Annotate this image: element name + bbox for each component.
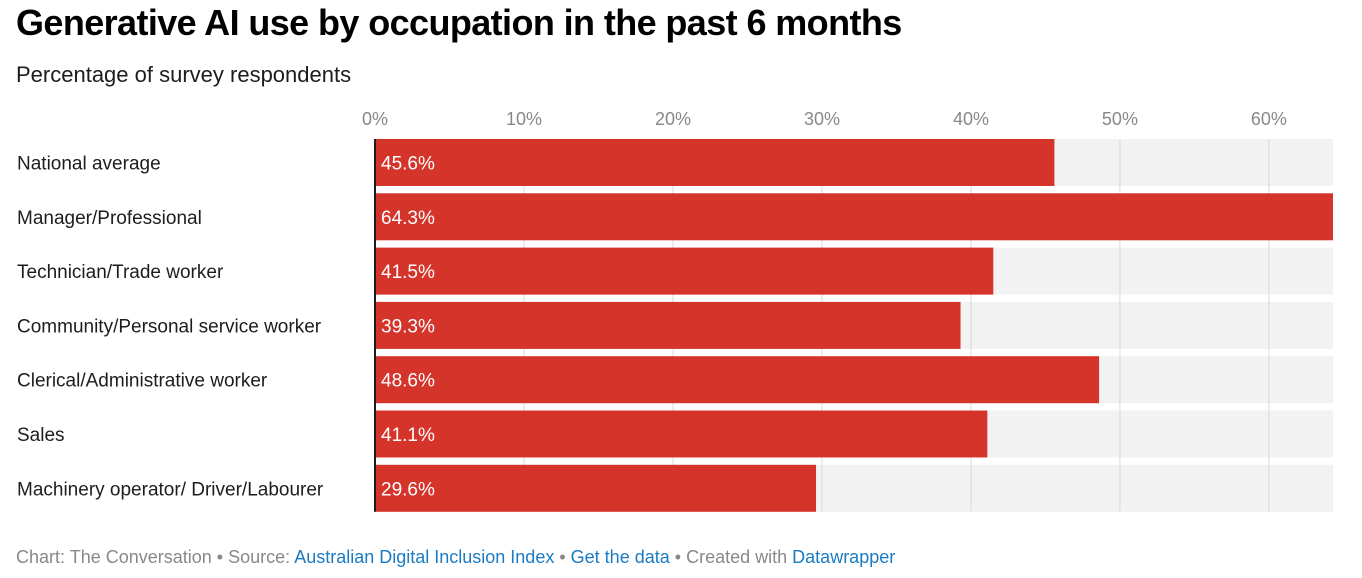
bar	[375, 139, 1055, 186]
category-label: Sales	[17, 425, 65, 446]
bar-value-label: 41.5%	[381, 262, 435, 283]
chart-subtitle: Percentage of survey respondents	[16, 62, 352, 87]
chart-title: Generative AI use by occupation in the p…	[16, 2, 902, 43]
category-label: Technician/Trade worker	[17, 262, 224, 283]
category-label: Clerical/Administrative worker	[17, 371, 268, 392]
bar	[375, 410, 988, 458]
footer-datawrapper-link[interactable]: Datawrapper	[792, 547, 896, 567]
x-tick-label: 10%	[506, 109, 542, 129]
footer-chart-credit: Chart: The Conversation	[16, 547, 212, 567]
x-tick-label: 20%	[655, 109, 691, 129]
footer-separator: •	[674, 547, 682, 567]
footer-source-prefix: Source:	[228, 547, 291, 567]
bar-value-label: 29.6%	[381, 479, 435, 500]
footer-separator: •	[559, 547, 566, 567]
x-tick-label: 40%	[953, 109, 989, 129]
bar-value-label: 45.6%	[381, 154, 435, 175]
bar-value-label: 48.6%	[381, 371, 435, 392]
bar	[375, 356, 1100, 404]
footer-source-link[interactable]: Australian Digital Inclusion Index	[294, 547, 555, 567]
x-tick-label: 30%	[804, 109, 840, 129]
chart-footer: Chart: The Conversation • Source: Austra…	[16, 547, 895, 568]
bar-chart: 0% 10% 20% 30% 40% 50% 60% 45.6% National averag…	[17, 109, 1333, 512]
category-label: Manager/Professional	[17, 208, 202, 229]
x-tick-label: 50%	[1102, 109, 1138, 129]
footer-get-data-link[interactable]: Get the data	[570, 547, 670, 567]
bar-value-label: 41.1%	[381, 425, 435, 446]
bar	[375, 301, 961, 349]
bar-value-label: 64.3%	[381, 208, 435, 229]
bar	[375, 247, 994, 295]
footer-created-prefix: Created with	[686, 547, 788, 567]
footer-separator: •	[216, 547, 224, 567]
bar	[375, 464, 817, 512]
bar-value-label: 39.3%	[381, 316, 435, 337]
category-label: Community/Personal service worker	[17, 316, 322, 337]
category-label: National average	[17, 154, 161, 175]
bar	[375, 193, 1333, 241]
category-label: Machinery operator/ Driver/Labourer	[17, 479, 324, 500]
x-tick-label: 0%	[362, 109, 388, 129]
x-tick-label: 60%	[1251, 109, 1287, 129]
